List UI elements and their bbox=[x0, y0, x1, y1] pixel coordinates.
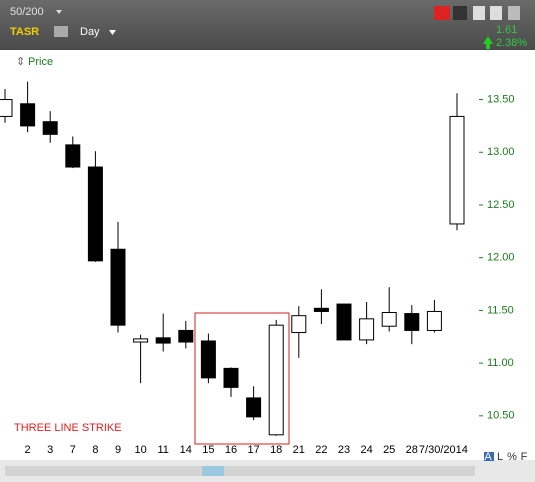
x-tick-label: 22 bbox=[315, 444, 327, 456]
candle-body bbox=[313, 307, 329, 312]
up-arrow bbox=[483, 36, 493, 49]
x-tick-label: 16 bbox=[225, 444, 237, 456]
window-button[interactable] bbox=[473, 6, 485, 20]
close-button[interactable] bbox=[508, 6, 520, 20]
change-pct: 2.38% bbox=[496, 37, 527, 49]
x-tick-label: 11 bbox=[157, 444, 168, 456]
annotation: THREE LINE STRIKE bbox=[14, 422, 122, 434]
x-tick-label: 8 bbox=[92, 444, 98, 456]
candle-body bbox=[200, 340, 216, 379]
footer-button[interactable]: % bbox=[507, 451, 517, 463]
footer-buttons: A L% F bbox=[484, 451, 528, 463]
y-tick-label: 13.00 bbox=[487, 146, 515, 158]
footer-button[interactable]: F bbox=[521, 451, 528, 463]
layout-name[interactable]: 50/200 bbox=[10, 6, 44, 18]
s-button[interactable] bbox=[434, 6, 450, 20]
candle-body bbox=[449, 115, 465, 225]
x-tick-label: 15 bbox=[202, 444, 214, 456]
candle-body bbox=[246, 397, 262, 418]
x-tick-label: 10 bbox=[134, 444, 146, 456]
window-button[interactable] bbox=[490, 6, 502, 20]
x-tick-label: 17 bbox=[247, 444, 259, 456]
plot-area bbox=[0, 50, 535, 460]
change: 1.61 bbox=[496, 24, 517, 36]
footer-button[interactable]: L bbox=[497, 451, 503, 463]
x-tick-label: 3 bbox=[47, 444, 53, 456]
candle-body bbox=[155, 337, 171, 344]
candle-body bbox=[268, 324, 284, 436]
dropdown-arrow[interactable] bbox=[109, 30, 116, 35]
candle-body bbox=[178, 329, 194, 343]
scrollbar[interactable] bbox=[5, 466, 475, 476]
candle-body bbox=[404, 313, 420, 331]
y-tick-label: 10.50 bbox=[487, 410, 515, 422]
t-button[interactable] bbox=[453, 6, 467, 20]
y-tick-label: 12.00 bbox=[487, 252, 515, 264]
y-tick-label: 11.50 bbox=[487, 304, 514, 316]
x-tick-label: 24 bbox=[360, 444, 372, 456]
y-tick-label: 11.00 bbox=[487, 357, 514, 369]
panel-grip[interactable]: ⇕ bbox=[16, 56, 25, 68]
x-tick-label: 28 bbox=[406, 444, 418, 456]
candle-body bbox=[223, 367, 239, 388]
y-tick-label: 13.50 bbox=[487, 93, 515, 105]
footer-button[interactable]: A bbox=[484, 451, 492, 463]
x-tick-label: 23 bbox=[338, 444, 350, 456]
x-tick-label: 14 bbox=[180, 444, 192, 456]
candle-body bbox=[359, 318, 375, 341]
panel-label: Price bbox=[28, 56, 53, 68]
x-tick-label: 7 bbox=[70, 444, 76, 456]
candle-body bbox=[0, 99, 13, 117]
candle-body bbox=[426, 310, 442, 331]
dropdown-arrow[interactable] bbox=[56, 10, 62, 14]
x-tick-label: 2 bbox=[25, 444, 31, 456]
candle-body bbox=[87, 166, 103, 262]
candle-body bbox=[20, 103, 36, 127]
x-tick-label: 9 bbox=[115, 444, 121, 456]
candle-body bbox=[291, 315, 307, 334]
x-tick-label: 25 bbox=[383, 444, 395, 456]
candle-body bbox=[133, 338, 149, 343]
symbol-icon[interactable] bbox=[54, 26, 68, 37]
symbol[interactable]: TASR bbox=[10, 26, 39, 38]
candle-body bbox=[381, 312, 397, 327]
y-tick-label: 12.50 bbox=[487, 199, 515, 211]
x-tick-label: 7/30/2014 bbox=[419, 444, 468, 456]
x-tick-label: 21 bbox=[293, 444, 305, 456]
candle-body bbox=[110, 248, 126, 326]
candle-body bbox=[42, 121, 58, 135]
button-bg bbox=[484, 452, 494, 461]
scroll-thumb[interactable] bbox=[202, 466, 224, 476]
candle-body bbox=[336, 303, 352, 341]
x-tick-label: 18 bbox=[270, 444, 282, 456]
candle-body bbox=[65, 144, 81, 168]
highlight-box bbox=[194, 312, 290, 445]
interval[interactable]: Day bbox=[80, 26, 100, 38]
